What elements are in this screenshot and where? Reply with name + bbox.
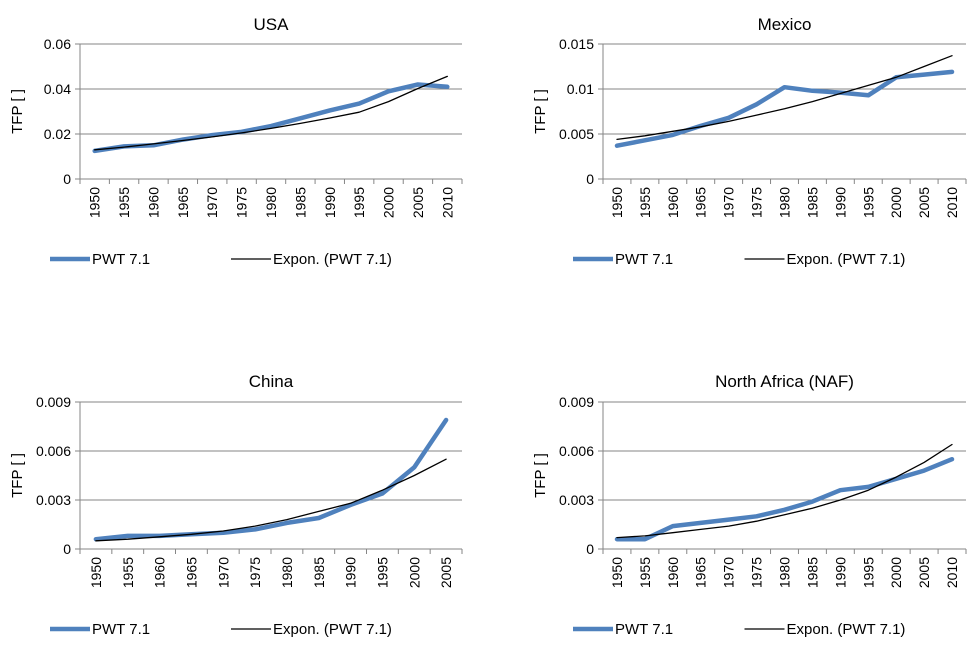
- x-tick-label: 2010: [944, 187, 960, 218]
- x-tick-label: 1955: [120, 557, 136, 588]
- y-tick-label: 0.006: [559, 443, 594, 459]
- chart-usa: USA TFP [ ] 0 0.02 0.04 0.06 1950 1955 1960 1965 1…: [9, 15, 463, 268]
- x-tick-label: 1980: [777, 187, 793, 218]
- x-tick-label: 2000: [888, 557, 904, 588]
- x-tick-label: 2000: [381, 187, 397, 218]
- legend-label-pwt: PWT 7.1: [92, 621, 150, 638]
- y-tick-label: 0: [586, 541, 594, 557]
- x-tick-label: 1970: [721, 557, 737, 588]
- x-tick-label: 2005: [410, 187, 426, 218]
- y-tick-label: 0: [586, 171, 594, 187]
- x-tick-label: 1960: [665, 187, 681, 218]
- y-tick-label: 0.003: [36, 492, 71, 508]
- x-tick-label: 1995: [860, 557, 876, 588]
- x-tick-label: 1965: [175, 187, 191, 218]
- x-tick-label: 1990: [343, 557, 359, 588]
- x-tick-label: 1990: [832, 187, 848, 218]
- x-tick-label: 2005: [916, 557, 932, 588]
- x-tick-label: 1970: [215, 557, 231, 588]
- x-tick-label: 1990: [832, 557, 848, 588]
- legend-label-pwt: PWT 7.1: [92, 251, 150, 268]
- x-tick-label: 1985: [311, 557, 327, 588]
- x-tick-label: 2010: [944, 557, 960, 588]
- legend: PWT 7.1 Expon. (PWT 7.1): [50, 621, 392, 638]
- x-tick-label: 1995: [860, 187, 876, 218]
- x-tick-label: 1980: [777, 557, 793, 588]
- legend-label-pwt: PWT 7.1: [615, 621, 673, 638]
- y-axis-label: TFP [ ]: [532, 453, 549, 498]
- y-tick-label: 0.009: [36, 394, 71, 410]
- y-tick-label: 0.015: [559, 36, 594, 52]
- x-tick-label: 1970: [721, 187, 737, 218]
- x-tick-label: 1985: [804, 557, 820, 588]
- series-line-pwt: [93, 417, 449, 542]
- x-tick-label: 1950: [88, 557, 104, 588]
- x-tick-label: 1975: [749, 557, 765, 588]
- legend-label-expon: Expon. (PWT 7.1): [787, 621, 906, 638]
- x-tick-label: 1985: [804, 187, 820, 218]
- y-tick-label: 0: [63, 541, 71, 557]
- x-tick-label: 2000: [406, 557, 422, 588]
- legend-label-pwt: PWT 7.1: [615, 251, 673, 268]
- trendline-expon: [95, 458, 447, 542]
- x-tick-label: 2005: [438, 557, 454, 588]
- y-axis-label: TFP [ ]: [9, 89, 26, 134]
- x-tick-label: 1960: [665, 557, 681, 588]
- trendline-expon: [616, 443, 953, 539]
- x-tick-label: 1965: [183, 557, 199, 588]
- x-tick-label: 1960: [145, 187, 161, 218]
- x-tick-label: 1995: [374, 557, 390, 588]
- legend-label-expon: Expon. (PWT 7.1): [787, 251, 906, 268]
- x-tick-label: 1980: [279, 557, 295, 588]
- chart-title: USA: [254, 15, 290, 34]
- y-tick-label: 0.04: [44, 81, 71, 97]
- x-tick-label: 1960: [152, 557, 168, 588]
- x-tick-label: 1955: [637, 187, 653, 218]
- trendline-expon: [94, 75, 448, 151]
- x-tick-label: 1950: [609, 557, 625, 588]
- legend: PWT 7.1 Expon. (PWT 7.1): [50, 251, 392, 268]
- y-tick-label: 0.06: [44, 36, 71, 52]
- y-tick-label: 0.005: [559, 126, 594, 142]
- y-tick-label: 0.003: [559, 492, 594, 508]
- chart-title: China: [249, 372, 294, 391]
- legend-label-expon: Expon. (PWT 7.1): [273, 621, 392, 638]
- x-tick-label: 1975: [247, 557, 263, 588]
- x-tick-label: 1950: [87, 187, 103, 218]
- y-tick-label: 0.006: [36, 443, 71, 459]
- x-tick-label: 1975: [234, 187, 250, 218]
- chart-mexico: Mexico TFP [ ] 0 0.005 0.01 0.015 1950 1955 1960…: [532, 15, 967, 268]
- y-axis-label: TFP [ ]: [532, 89, 549, 134]
- chart-naf: North Africa (NAF) TFP [ ] 0 0.003 0.006 0.00…: [532, 372, 967, 638]
- y-tick-label: 0: [63, 171, 71, 187]
- x-tick-label: 2005: [916, 187, 932, 218]
- x-tick-label: 1950: [609, 187, 625, 218]
- x-tick-label: 1980: [263, 187, 279, 218]
- x-tick-label: 2000: [888, 187, 904, 218]
- trendline-expon: [616, 55, 953, 141]
- legend: PWT 7.1 Expon. (PWT 7.1): [573, 251, 905, 268]
- y-axis-label: TFP [ ]: [9, 453, 26, 498]
- x-tick-label: 1965: [693, 187, 709, 218]
- chart-title: Mexico: [758, 15, 812, 34]
- legend: PWT 7.1 Expon. (PWT 7.1): [573, 621, 905, 638]
- legend-label-expon: Expon. (PWT 7.1): [273, 251, 392, 268]
- chart-china: China TFP [ ] 0 0.003 0.006 0.009 1950 1955 1960…: [9, 372, 463, 638]
- y-tick-label: 0.009: [559, 394, 594, 410]
- x-tick-label: 2010: [439, 187, 455, 218]
- series-line-pwt: [614, 456, 955, 542]
- x-tick-label: 1955: [116, 187, 132, 218]
- x-tick-label: 1955: [637, 557, 653, 588]
- x-tick-label: 1965: [693, 557, 709, 588]
- x-tick-label: 1975: [749, 187, 765, 218]
- series-line-pwt: [92, 82, 450, 154]
- x-tick-label: 1985: [292, 187, 308, 218]
- y-tick-label: 0.02: [44, 126, 71, 142]
- x-tick-label: 1970: [204, 187, 220, 218]
- x-tick-label: 1990: [322, 187, 338, 218]
- y-tick-label: 0.01: [567, 81, 594, 97]
- x-tick-label: 1995: [351, 187, 367, 218]
- chart-title: North Africa (NAF): [715, 372, 854, 391]
